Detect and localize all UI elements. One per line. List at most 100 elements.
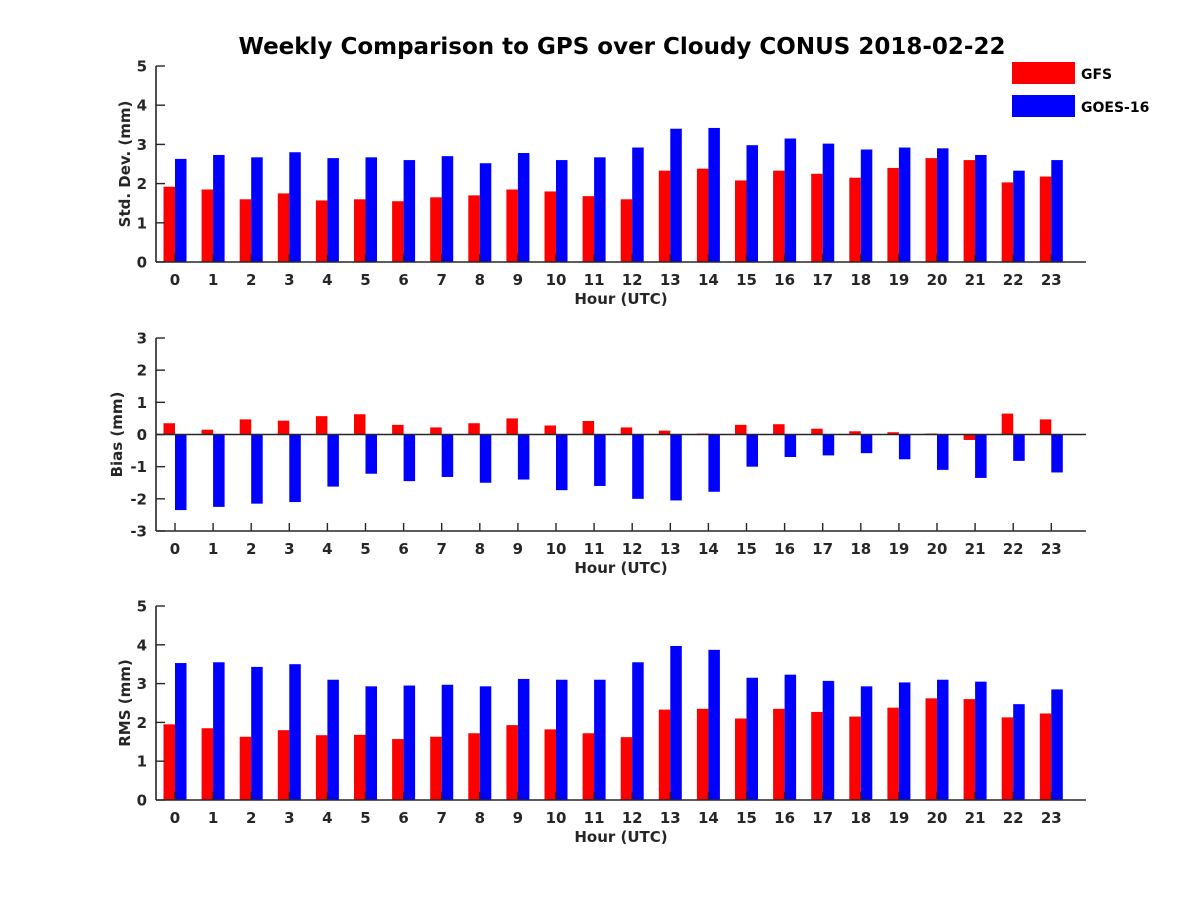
bias-bar-gfs-19 — [887, 432, 899, 435]
rms-bar-goes16-16 — [784, 674, 797, 800]
bias-bar-goes16-15 — [746, 434, 758, 467]
rms-bar-gfs-15 — [735, 718, 747, 800]
std-bar-gfs-19 — [887, 167, 899, 262]
rms-bar-goes16-18 — [860, 686, 873, 800]
rms-ytick-label: 4 — [137, 636, 147, 654]
rms-xtick-label: 14 — [698, 809, 719, 827]
bias-xtick-label: 22 — [1003, 540, 1024, 558]
std-xtick-label: 12 — [622, 271, 643, 289]
bias-xtick-label: 0 — [170, 540, 180, 558]
bias-xtick-label: 12 — [622, 540, 643, 558]
rms-xtick-label: 15 — [736, 809, 757, 827]
bias-bar-gfs-11 — [582, 420, 595, 435]
rms-bar-goes16-23 — [1051, 689, 1063, 800]
std-ytick-label: 3 — [137, 136, 147, 154]
rms-bar-gfs-11 — [582, 733, 595, 800]
std-bar-gfs-8 — [468, 195, 480, 262]
std-xtick-label: 13 — [660, 271, 681, 289]
bias-xtick-label: 9 — [513, 540, 523, 558]
bias-y-axis-label: Bias (mm) — [108, 392, 126, 478]
bias-bar-goes16-19 — [898, 434, 911, 460]
bias-x-axis-label: Hour (UTC) — [574, 559, 667, 577]
rms-xtick-label: 8 — [475, 809, 485, 827]
bias-bar-gfs-1 — [201, 429, 214, 435]
bias-bar-goes16-2 — [251, 434, 263, 504]
bias-bar-goes16-6 — [403, 434, 416, 482]
bias-bar-goes16-23 — [1051, 434, 1063, 473]
std-bar-goes16-23 — [1051, 160, 1063, 262]
bias-xtick-label: 16 — [774, 540, 795, 558]
std-bar-gfs-11 — [582, 196, 595, 262]
std-bar-gfs-9 — [506, 189, 518, 262]
std-xtick-label: 2 — [246, 271, 256, 289]
bias-bar-gfs-7 — [430, 427, 442, 435]
rms-bar-gfs-4 — [315, 735, 328, 800]
bias-bar-gfs-9 — [506, 418, 518, 435]
rms-bar-gfs-3 — [277, 730, 290, 800]
bias-bar-goes16-5 — [365, 434, 377, 474]
bias-xtick-label: 11 — [584, 540, 605, 558]
bias-bar-gfs-18 — [849, 431, 861, 435]
bias-xtick-label: 10 — [546, 540, 567, 558]
bias-bar-goes16-3 — [289, 434, 301, 503]
bias-xtick-label: 14 — [698, 540, 719, 558]
std-bar-goes16-20 — [937, 148, 949, 262]
std-bar-goes16-7 — [441, 156, 454, 262]
rms-bar-goes16-2 — [251, 666, 263, 800]
rms-bar-gfs-1 — [201, 728, 214, 800]
std-bar-goes16-21 — [975, 154, 987, 262]
rms-y-axis-label: RMS (mm) — [116, 659, 134, 746]
std-x-axis-label: Hour (UTC) — [574, 290, 667, 308]
rms-bar-gfs-23 — [1039, 713, 1052, 800]
std-bar-gfs-23 — [1039, 176, 1052, 262]
std-xtick-label: 17 — [812, 271, 833, 289]
std-xtick-label: 14 — [698, 271, 719, 289]
std-xtick-label: 8 — [475, 271, 485, 289]
bias-xtick-label: 6 — [398, 540, 408, 558]
bias-xtick-label: 13 — [660, 540, 681, 558]
rms-xtick-label: 23 — [1041, 809, 1062, 827]
rms-bar-goes16-15 — [746, 677, 758, 800]
std-xtick-label: 4 — [322, 271, 332, 289]
rms-bar-gfs-14 — [696, 708, 709, 800]
rms-xtick-label: 4 — [322, 809, 332, 827]
bias-ytick-label: -1 — [130, 458, 147, 476]
rms-bar-gfs-21 — [963, 699, 976, 800]
bias-bar-gfs-3 — [277, 420, 290, 435]
rms-bar-gfs-19 — [887, 707, 899, 800]
bias-bar-gfs-23 — [1039, 419, 1052, 435]
rms-bar-goes16-4 — [327, 679, 339, 800]
rms-xtick-label: 21 — [965, 809, 986, 827]
rms-bar-goes16-21 — [975, 681, 987, 800]
std-bar-gfs-5 — [354, 199, 366, 262]
rms-xtick-label: 12 — [622, 809, 643, 827]
std-bar-gfs-10 — [544, 191, 556, 262]
rms-xtick-label: 11 — [584, 809, 605, 827]
rms-bar-gfs-9 — [506, 725, 518, 800]
bias-ytick-label: 1 — [137, 394, 147, 412]
std-bar-gfs-0 — [163, 186, 175, 262]
bias-ytick-label: 0 — [137, 426, 147, 444]
bias-bar-goes16-13 — [670, 434, 682, 501]
bias-bar-goes16-11 — [594, 434, 606, 486]
std-bar-goes16-2 — [251, 157, 263, 262]
bias-xtick-label: 23 — [1041, 540, 1062, 558]
rms-bar-gfs-0 — [163, 724, 175, 800]
std-xtick-label: 6 — [398, 271, 408, 289]
std-xtick-label: 5 — [360, 271, 370, 289]
rms-bar-goes16-12 — [632, 662, 644, 800]
rms-bar-gfs-12 — [620, 737, 633, 800]
bias-bar-gfs-13 — [658, 430, 671, 435]
rms-bar-gfs-18 — [849, 716, 861, 800]
rms-bar-gfs-5 — [354, 734, 366, 800]
std-xtick-label: 18 — [850, 271, 871, 289]
bias-bar-gfs-8 — [468, 423, 480, 435]
rms-xtick-label: 16 — [774, 809, 795, 827]
bias-bar-goes16-16 — [784, 434, 797, 458]
std-xtick-label: 23 — [1041, 271, 1062, 289]
std-bar-goes16-17 — [822, 143, 835, 262]
std-bar-gfs-6 — [392, 201, 404, 262]
std-xtick-label: 1 — [208, 271, 218, 289]
std-bar-goes16-1 — [213, 154, 225, 262]
